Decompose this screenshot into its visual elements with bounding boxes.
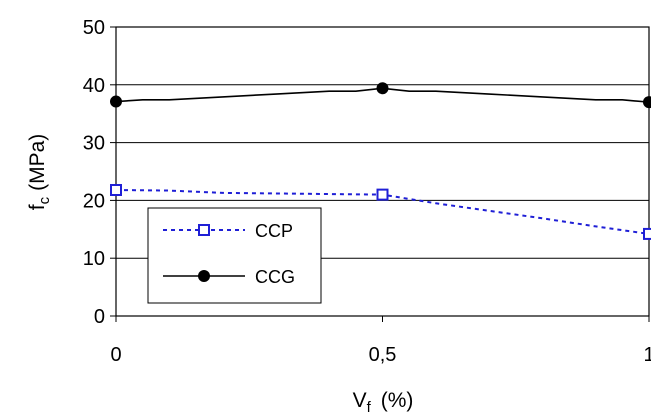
x-axis-ticks: 0 0,5 1 bbox=[110, 316, 651, 366]
data-point-ccg bbox=[376, 82, 389, 95]
y-tick-label: 0 bbox=[94, 306, 105, 328]
y-axis-title-main: f bbox=[26, 204, 49, 210]
legend-label-ccg: CCG bbox=[255, 267, 295, 287]
y-tick-label: 10 bbox=[83, 248, 105, 270]
y-axis-ticks: 0 10 20 30 40 50 bbox=[83, 17, 116, 328]
x-axis-title-unit: (%) bbox=[381, 389, 414, 412]
series-layer bbox=[110, 82, 651, 240]
x-axis-title: Vf (%) bbox=[353, 389, 414, 415]
y-axis-title-unit: (MPa) bbox=[26, 134, 49, 191]
x-tick-label: 1 bbox=[643, 344, 651, 366]
data-point-ccg bbox=[110, 95, 122, 108]
legend-label-ccp: CCP bbox=[255, 221, 293, 241]
legend-marker-ccg bbox=[198, 270, 210, 282]
y-tick-label: 50 bbox=[83, 17, 105, 39]
x-axis-title-subscript: f bbox=[367, 399, 372, 415]
legend: CCP CCG bbox=[147, 207, 322, 304]
y-axis-title-subscript: c bbox=[36, 196, 53, 204]
data-point-ccp bbox=[643, 227, 651, 240]
x-axis-title-main: V bbox=[353, 389, 367, 412]
y-axis-title: fc (MPa) bbox=[26, 134, 53, 211]
legend-marker-ccp bbox=[198, 224, 210, 236]
x-tick-label: 0,5 bbox=[369, 344, 397, 366]
y-tick-label: 30 bbox=[83, 133, 105, 155]
y-tick-label: 40 bbox=[83, 75, 105, 97]
x-tick-label: 0 bbox=[110, 344, 121, 366]
data-point-ccp bbox=[376, 188, 389, 201]
y-tick-label: 20 bbox=[83, 190, 105, 212]
legend-box bbox=[147, 207, 322, 304]
data-point-ccp bbox=[110, 183, 122, 196]
data-point-ccg bbox=[643, 96, 651, 109]
